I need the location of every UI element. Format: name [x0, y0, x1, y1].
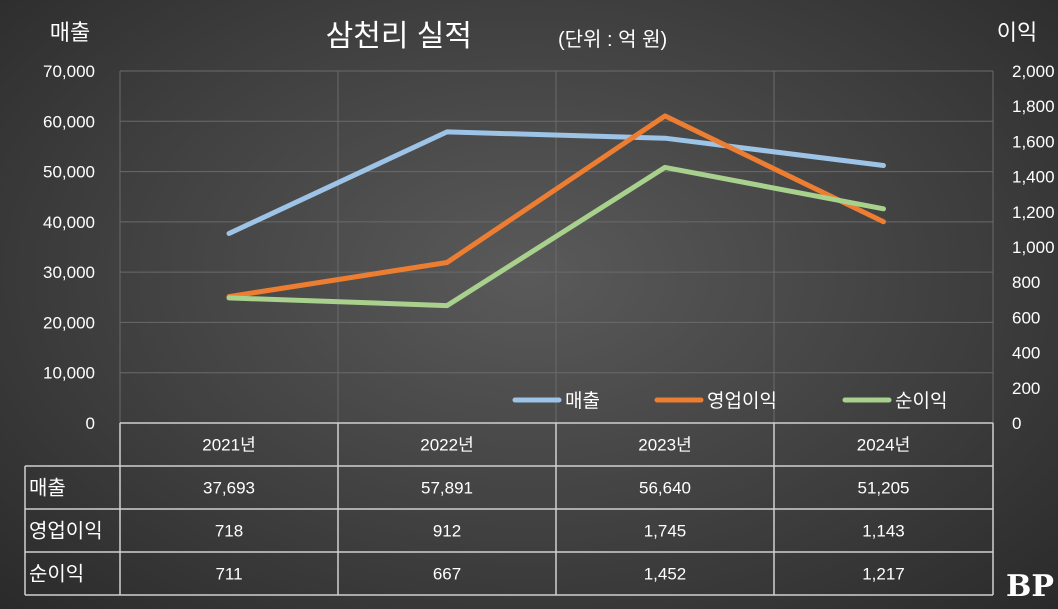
data-point: [664, 166, 666, 168]
table-row-header: 매출: [29, 477, 66, 500]
bp-logo: BP: [1006, 569, 1054, 604]
grid: [119, 70, 994, 424]
left-tick-label: 20,000: [43, 313, 95, 332]
legend: 매출 영업이익 순이익: [512, 390, 947, 412]
table-header-cell: 2022년: [420, 436, 473, 455]
right-axis-ticks: 0 200 400 600 800 1,000 1,200 1,400 1,600 1,800 2,…: [1012, 62, 1055, 433]
table-header-cell: 2021년: [202, 436, 255, 455]
table-cell: 718: [215, 522, 243, 541]
left-axis-ticks: 0 10,000 20,000 30,000 40,000 50,000 60,000 70,…: [43, 62, 95, 433]
data-point: [228, 232, 230, 234]
left-tick-label: 10,000: [43, 364, 95, 383]
data-point: [446, 131, 448, 133]
series-lines: [226, 113, 886, 309]
right-tick-label: 600: [1012, 308, 1040, 327]
chart-title: 삼천리 실적: [326, 20, 472, 53]
data-point: [883, 165, 884, 167]
data-point: [446, 261, 448, 263]
right-tick-label: 1,600: [1012, 132, 1055, 151]
left-tick-label: 40,000: [43, 213, 95, 232]
legend-label: 매출: [565, 390, 600, 412]
left-tick-label: 0: [86, 414, 95, 433]
data-point: [664, 137, 666, 139]
table-cell: 51,205: [858, 479, 910, 498]
right-tick-label: 2,000: [1012, 62, 1055, 81]
table-cell: 1,217: [862, 565, 905, 584]
legend-label: 영업이익: [707, 390, 777, 412]
table-row-header: 순이익: [29, 563, 84, 586]
right-tick-label: 400: [1012, 344, 1040, 363]
left-tick-label: 70,000: [43, 62, 95, 81]
table-cell: 912: [433, 522, 461, 541]
table-header-cell: 2024년: [857, 436, 910, 455]
table-cell: 57,891: [421, 479, 473, 498]
table-cell: 667: [433, 565, 461, 584]
left-axis-title: 매출: [50, 20, 90, 45]
data-point: [664, 115, 666, 117]
series-line-1: [226, 113, 886, 300]
right-tick-label: 1,800: [1012, 97, 1055, 116]
right-tick-label: 1,200: [1012, 203, 1055, 222]
data-point: [446, 305, 448, 307]
table-cell: 56,640: [639, 479, 691, 498]
left-tick-label: 30,000: [43, 263, 95, 282]
series-line-2: [226, 164, 886, 309]
right-tick-label: 1,000: [1012, 238, 1055, 257]
right-axis-title: 이익: [997, 20, 1037, 45]
data-point: [883, 221, 884, 223]
right-tick-label: 0: [1012, 414, 1021, 433]
table-cell: 37,693: [203, 479, 255, 498]
left-tick-label: 60,000: [43, 112, 95, 131]
table-cell: 1,745: [644, 522, 687, 541]
legend-label: 순이익: [895, 390, 947, 412]
table-cell: 1,143: [862, 522, 905, 541]
chart-subtitle: (단위 : 억 원): [558, 28, 667, 51]
data-point: [228, 297, 230, 299]
table-cell: 711: [215, 565, 242, 584]
right-tick-label: 200: [1012, 379, 1040, 398]
table-cell: 1,452: [644, 565, 687, 584]
left-tick-label: 50,000: [43, 163, 95, 182]
table-header-cell: 2023년: [638, 436, 691, 455]
right-tick-label: 800: [1012, 273, 1040, 292]
data-point: [883, 208, 884, 210]
table-row-header: 영업이익: [29, 520, 103, 543]
right-tick-label: 1,400: [1012, 168, 1055, 187]
series-line-0: [226, 129, 886, 236]
